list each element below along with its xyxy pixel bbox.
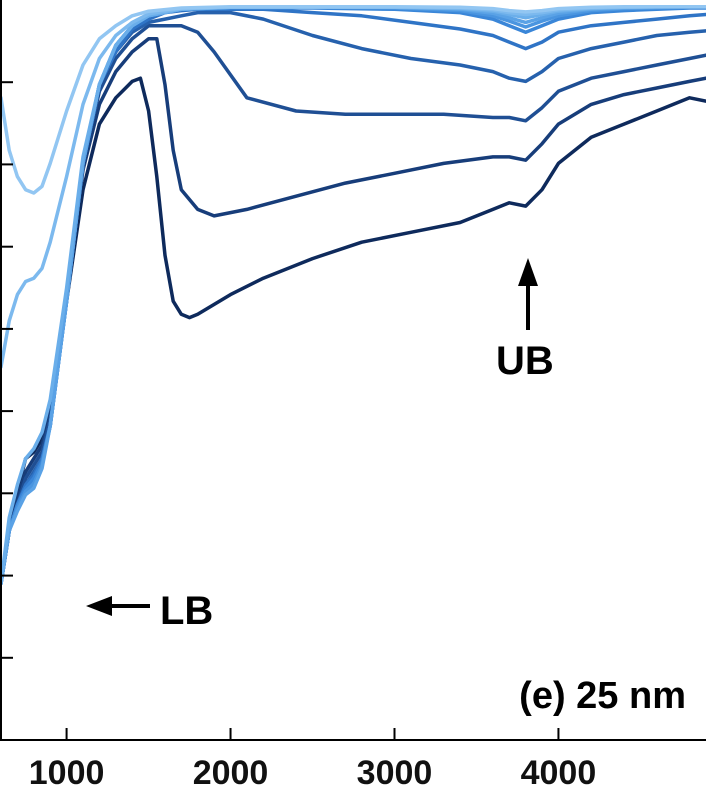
series-line-7 [0, 5, 706, 586]
x-tick-label: 3000 [357, 754, 433, 792]
x-tick-label: 4000 [521, 754, 597, 792]
series-line-2 [0, 37, 706, 586]
ub-arrow-head [518, 258, 538, 286]
lb-arrow-head [86, 596, 112, 616]
series-line-10 [0, 4, 706, 369]
series-line-6 [0, 6, 706, 586]
series-line-1 [0, 76, 706, 586]
panel-label: (e) 25 nm [519, 675, 686, 717]
x-ticks: 1000 2000 3000 4000 [29, 728, 597, 792]
curves-group [0, 4, 706, 586]
y-ticks [1, 81, 13, 659]
x-tick-label: 1000 [29, 754, 105, 792]
lb-label: LB [160, 589, 213, 633]
ub-label: UB [496, 339, 554, 383]
series-line-4 [0, 10, 706, 586]
series-line-11 [0, 4, 706, 195]
series-line-5 [0, 7, 706, 586]
x-tick-label: 2000 [193, 754, 269, 792]
